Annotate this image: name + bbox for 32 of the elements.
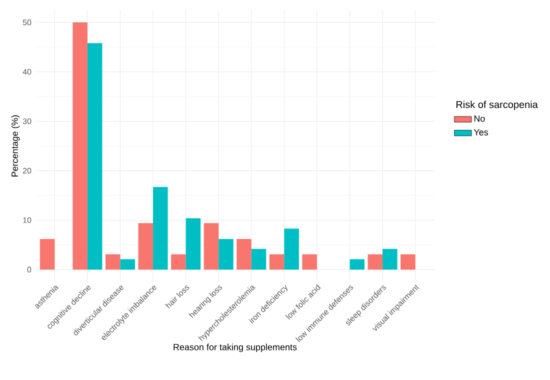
- bar: [269, 254, 284, 270]
- y-tick-label: 10: [23, 217, 32, 224]
- bar: [153, 187, 168, 270]
- bar: [120, 259, 136, 270]
- bar: [382, 248, 398, 270]
- legend-label: Yes: [474, 129, 488, 136]
- y-tick-label: 30: [22, 118, 32, 124]
- bar: [251, 248, 266, 270]
- bar: [171, 254, 186, 270]
- y-tick-label: 50: [22, 20, 32, 26]
- bar: [284, 228, 299, 270]
- bar: [40, 238, 55, 270]
- legend-label: No: [474, 115, 485, 122]
- bar: [105, 254, 120, 270]
- bar: [218, 238, 234, 270]
- bar: [138, 223, 154, 270]
- bar: [350, 259, 365, 270]
- legend-title: Risk of sarcopenia: [456, 100, 538, 110]
- x-tick-label: hair loss: [165, 286, 190, 308]
- y-axis-title: Percentage (%): [11, 115, 20, 177]
- x-axis-title: Reason for taking supplements: [174, 344, 297, 352]
- bar: [87, 43, 102, 270]
- y-tick-label: 20: [22, 168, 32, 174]
- bar: [400, 254, 416, 270]
- bar: [204, 223, 219, 270]
- y-tick-label: 40: [22, 68, 32, 75]
- bar: [186, 218, 201, 270]
- bar: [302, 254, 317, 270]
- y-tick-label: 0: [27, 266, 32, 272]
- bar: [236, 238, 252, 270]
- bar: [368, 254, 383, 270]
- bar: [72, 22, 88, 270]
